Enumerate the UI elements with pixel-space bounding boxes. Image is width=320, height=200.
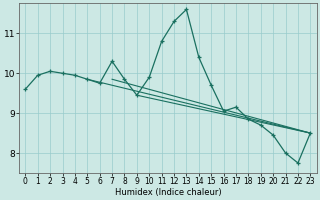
X-axis label: Humidex (Indice chaleur): Humidex (Indice chaleur) [115,188,221,197]
